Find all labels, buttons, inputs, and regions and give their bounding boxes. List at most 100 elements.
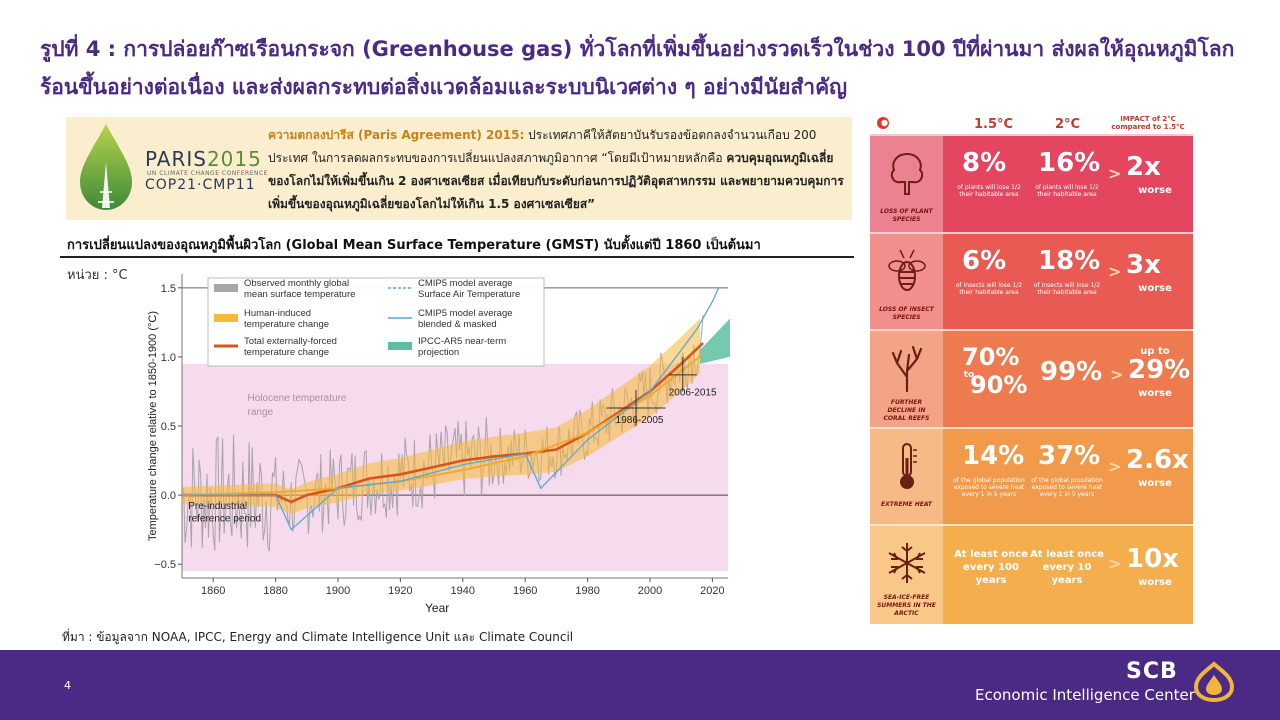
legend-swatch-projection xyxy=(388,342,412,350)
legend-label-0-a: Observed monthly global xyxy=(244,278,349,289)
legend-label-5-b: projection xyxy=(418,347,459,358)
legend-label-3-b: Surface Air Temperature xyxy=(418,289,520,300)
impact-infographic: 1.5°C 2°C IMPACT of 2°C compared to 1.5°… xyxy=(870,108,1193,624)
impact-sub-1-5: of insects will lose 1/2 their habitable… xyxy=(955,281,1023,296)
x-tick-label: 1960 xyxy=(513,585,537,597)
y-tick-label: 0.5 xyxy=(161,421,176,433)
annotation-preindustrial-2: reference period xyxy=(188,513,261,524)
x-tick-label: 1980 xyxy=(575,585,599,597)
human-induced-band xyxy=(182,318,700,514)
paris-text: ประเทศภาคีให้สัตยาบันรับรองข้อตกลงจำนวนเ… xyxy=(268,128,817,165)
impact-value-2: 99% xyxy=(1040,357,1103,387)
legend-label-2-a: Total externally-forced xyxy=(244,336,337,347)
impact-value: 29% xyxy=(1128,355,1191,385)
paris-bold-goal: ควบคุมอุณหภูมิเฉลี่ยของโลกไม่ให้เพิ่มขึ้… xyxy=(268,151,844,211)
legend-box xyxy=(207,277,545,367)
impact-arrow: > xyxy=(1108,554,1122,573)
impact-row-label: FURTHER DECLINE IN CORAL REEFS xyxy=(883,399,930,422)
impact-row: EXTREME HEAT 14% of the global population … xyxy=(870,426,1193,527)
brand-subname: Economic Intelligence Center xyxy=(975,686,1195,704)
annotation-holocene-2: range xyxy=(248,407,274,418)
annotation-1986-2005: 1986-2005 xyxy=(616,415,664,426)
impact-row: LOSS OF INSECT SPECIES 6% of insects will … xyxy=(870,231,1193,332)
legend-label-3-a: CMIP5 model average xyxy=(418,278,513,289)
paris-description: ความตกลงปารีส (Paris Agreement) 2015: ปร… xyxy=(268,124,850,216)
impact-row: FURTHER DECLINE IN CORAL REEFS 70% to 90% 99… xyxy=(870,329,1193,429)
y-tick-label: 1.5 xyxy=(161,283,176,295)
paris-leaf-logo-icon xyxy=(80,124,132,210)
legend-label-2-b: temperature change xyxy=(244,347,329,358)
paris-logo-text: PARIS2015 xyxy=(145,147,262,171)
paris-logo-word: PARIS xyxy=(145,147,207,171)
impact-row-label: LOSS OF INSECT SPECIES xyxy=(879,305,934,321)
legend-label-0-b: mean surface temperature xyxy=(244,289,355,300)
impact-sub-1-5: of the global population exposed to seve… xyxy=(953,476,1025,498)
impact-value-2: 18% xyxy=(1038,245,1101,276)
unit-label: หน่วย : °C xyxy=(67,268,128,283)
header-1-5c: 1.5°C xyxy=(974,117,1014,132)
scb-logo-icon xyxy=(1193,661,1235,703)
impact-sub: worse xyxy=(1138,282,1172,294)
page-title: รูปที่ 4 : การปล่อยก๊าซเรือนกระจก (Green… xyxy=(40,30,1250,106)
x-axis-label: Year xyxy=(425,601,449,615)
impact-arrow: > xyxy=(1108,164,1122,183)
impact-value-1-5: 14% xyxy=(962,440,1025,471)
impact-sub: worse xyxy=(1138,477,1172,489)
bee-icon xyxy=(886,244,928,298)
title-line-1: รูปที่ 4 : การปล่อยก๊าซเรือนกระจก (Green… xyxy=(40,37,1235,61)
annotation-holocene-1: Holocene temperature xyxy=(248,393,347,404)
x-tick-label: 2020 xyxy=(700,585,724,597)
impact-row-label: EXTREME HEAT xyxy=(881,500,932,508)
y-axis-label: Temperature change relative to 1850-1900… xyxy=(147,311,159,541)
paris-logo-cop: COP21·CMP11 xyxy=(145,177,256,193)
impact-row: LOSS OF PLANT SPECIES 8% of plants will lo… xyxy=(870,134,1193,234)
impact-value-1-5-end: 90% xyxy=(970,371,1028,399)
legend-label-1-b: temperature change xyxy=(244,319,329,330)
impact-value-2: 37% xyxy=(1038,440,1101,471)
x-tick-label: 1860 xyxy=(201,585,225,597)
impact-sub: worse xyxy=(1138,185,1172,196)
page-number: 4 xyxy=(64,679,71,692)
x-tick-label: 1940 xyxy=(451,585,475,597)
coral-icon xyxy=(886,341,928,395)
gmst-chart: 1986-2005 2006-2015 Holocene temperature ra… xyxy=(147,274,730,615)
impact-value: 3x xyxy=(1126,249,1161,280)
impact-sub-2: of insects will lose 1/2 their habitable… xyxy=(1033,281,1101,296)
annotation-preindustrial-1: Pre-industrial xyxy=(188,501,247,512)
infographic-header: 1.5°C 2°C IMPACT of 2°C compared to 1.5°… xyxy=(870,108,1193,134)
header-impact: IMPACT of 2°C compared to 1.5°C xyxy=(1111,115,1185,131)
impact-value-1-5-to: to xyxy=(963,370,975,380)
impact-value-1-5: 6% xyxy=(962,245,1007,276)
legend-label-1-a: Human-induced xyxy=(244,308,311,319)
impact-sub-2: of plants will lose 1/2 their habitable … xyxy=(1035,184,1099,198)
impact-value-2: 16% xyxy=(1038,148,1101,178)
chart-heading-rule xyxy=(60,256,854,258)
impact-sub-1-5: of plants will lose 1/2 their habitable … xyxy=(957,184,1021,198)
legend-swatch-human xyxy=(214,314,238,322)
brand-name: SCB xyxy=(1126,659,1178,684)
impact-value-1-5: At least once every 100 years xyxy=(954,549,1028,586)
y-tick-label: 0.0 xyxy=(161,490,176,502)
paris-agreement-box xyxy=(66,117,852,220)
impact-arrow: > xyxy=(1110,365,1124,384)
legend-label-4-a: CMIP5 model average xyxy=(418,308,513,319)
impact-arrow: > xyxy=(1108,261,1122,281)
impact-arrow: > xyxy=(1108,456,1122,476)
impact-row-label: LOSS OF PLANT SPECIES xyxy=(880,208,933,223)
y-tick-label: 1.0 xyxy=(161,352,176,364)
impact-row: SEA-ICE-FREE SUMMERS IN THE ARCTIC At lea… xyxy=(870,524,1193,624)
legend-swatch-observed xyxy=(214,284,238,292)
impact-value-2: At least once every 10 years xyxy=(1030,549,1104,586)
chart-heading: การเปลี่ยนแปลงของอุณหภูมิพื้นผิวโลก (Glo… xyxy=(67,238,761,253)
impact-row-label: SEA-ICE-FREE SUMMERS IN THE ARCTIC xyxy=(877,594,936,617)
y-tick-label: −0.5 xyxy=(154,559,176,571)
thermometer-icon xyxy=(886,439,928,493)
x-tick-label: 2000 xyxy=(638,585,662,597)
climate-council-logo-icon xyxy=(877,117,889,129)
impact-value: 10x xyxy=(1126,544,1179,574)
impact-row-icon-col xyxy=(870,136,943,234)
snowflake-icon xyxy=(886,536,928,590)
source-note: ที่มา : ข้อมูลจาก NOAA, IPCC, Energy and… xyxy=(62,630,574,644)
legend-label-5-a: IPCC-AR5 near-term xyxy=(418,336,506,347)
impact-pre: up to xyxy=(1140,346,1170,357)
